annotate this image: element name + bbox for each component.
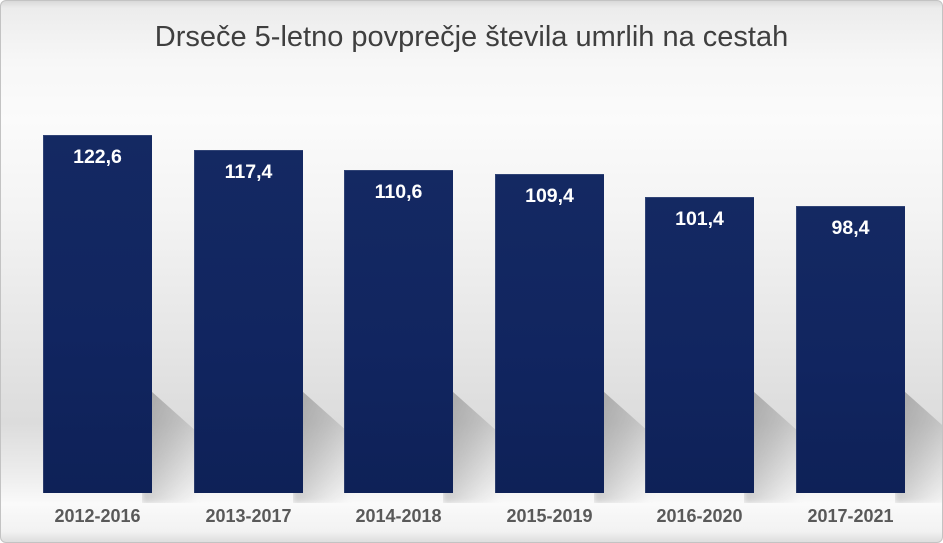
- bar: 109,4: [495, 174, 604, 493]
- bar-value-label: 101,4: [675, 208, 724, 230]
- bar-value-label: 110,6: [374, 181, 423, 203]
- bar: 117,4: [194, 150, 303, 493]
- bar: 110,6: [344, 170, 453, 493]
- bar-value-label: 98,4: [831, 217, 870, 239]
- x-axis-label: 2012-2016: [54, 506, 141, 526]
- bar: 98,4: [796, 206, 905, 493]
- bar-value-label: 122,6: [73, 146, 122, 168]
- x-axis-label: 2017-2021: [807, 506, 894, 526]
- x-axis-label: 2013-2017: [205, 506, 292, 526]
- x-axis-label: 2016-2020: [656, 506, 743, 526]
- chart-title: Drseče 5-letno povprečje števila umrlih …: [154, 21, 789, 53]
- bar: 122,6: [43, 135, 152, 493]
- bar-value-label: 109,4: [525, 185, 574, 207]
- x-axis-label: 2014-2018: [355, 506, 442, 526]
- bar: 101,4: [645, 197, 754, 493]
- bar-value-label: 117,4: [224, 161, 273, 183]
- x-axis-label: 2015-2019: [506, 506, 593, 526]
